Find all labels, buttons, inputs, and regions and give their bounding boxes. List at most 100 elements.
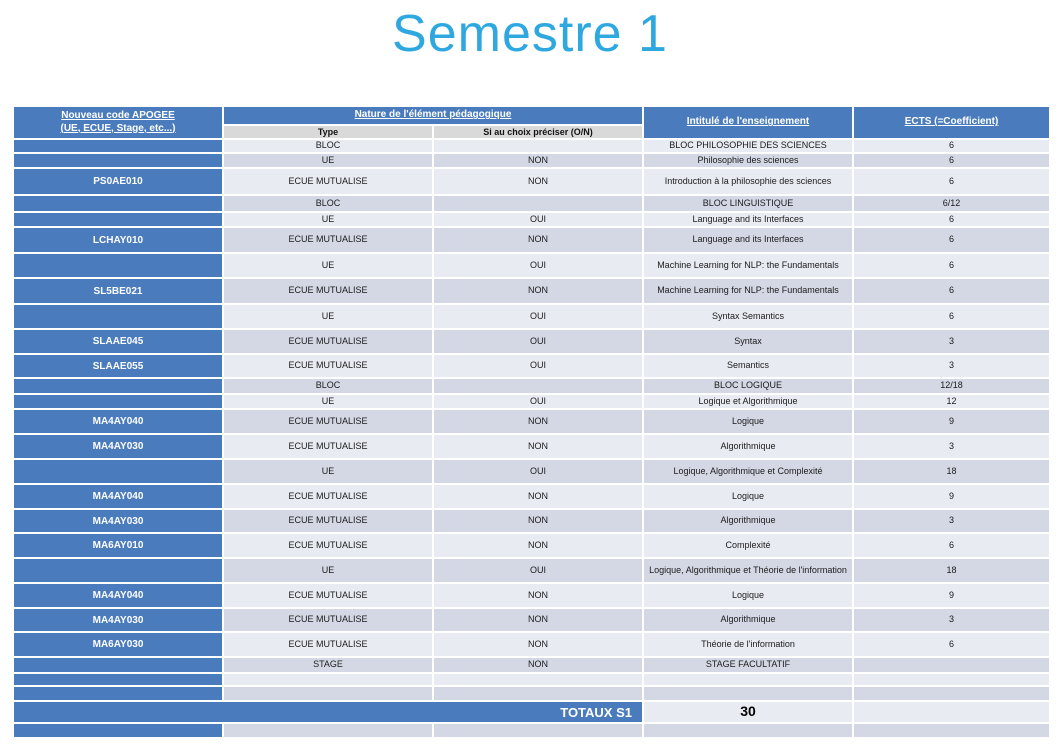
ects-cell: 6 [854,169,1049,194]
code-cell: LCHAY010 [14,228,222,252]
code-cell: MA4AY040 [14,410,222,433]
choice-cell [434,674,642,685]
table-row: UE OUI Machine Learning for NLP: the Funda… [14,254,1049,277]
code-cell [14,140,222,152]
ects-cell: 6 [854,633,1049,656]
choice-cell [434,724,642,737]
course-cell [644,724,852,737]
table-row: UE OUI Logique et Algorithmique 12 [14,395,1049,408]
choice-cell: NON [434,410,642,433]
course-cell: Philosophie des sciences [644,154,852,167]
table-row: SLAAE055 ECUE MUTUALISE OUI Semantics 3 [14,355,1049,377]
ects-cell: 12 [854,395,1049,408]
code-cell: PS0AE010 [14,169,222,194]
ects-cell [854,724,1049,737]
course-cell [644,674,852,685]
totals-row: TOTAUX S1 30 [14,702,1049,722]
type-cell: ECUE MUTUALISE [224,169,432,194]
course-cell: Théorie de l'information [644,633,852,656]
ects-cell: 6 [854,154,1049,167]
course-cell: Logique [644,410,852,433]
header-type: Type [224,126,432,138]
choice-cell [434,687,642,700]
course-cell: Machine Learning for NLP: the Fundamenta… [644,254,852,277]
course-cell: Semantics [644,355,852,377]
choice-cell: OUI [434,559,642,582]
choice-cell: OUI [434,305,642,328]
type-cell: ECUE MUTUALISE [224,435,432,458]
table-row: UE OUI Syntax Semantics 6 [14,305,1049,328]
type-cell: ECUE MUTUALISE [224,534,432,557]
totals-label-cell: TOTAUX S1 [14,702,642,722]
ects-cell: 6 [854,305,1049,328]
code-cell [14,724,222,737]
header-ects-label: ECTS (=Coefficient) [904,116,999,128]
choice-cell: OUI [434,254,642,277]
table-row: LCHAY010 ECUE MUTUALISE NON Language and it… [14,228,1049,252]
ects-cell: 9 [854,410,1049,433]
table-row: MA6AY030 ECUE MUTUALISE NON Théorie de l'in… [14,633,1049,656]
code-cell: MA4AY040 [14,584,222,607]
code-cell [14,658,222,672]
table-row: SLAAE045 ECUE MUTUALISE OUI Syntax 3 [14,330,1049,353]
type-cell: UE [224,213,432,226]
type-cell: UE [224,559,432,582]
ects-cell: 18 [854,559,1049,582]
semester-table: Nouveau code APOGEE (UE, ECUE, Stage, et… [14,107,1049,739]
code-cell [14,196,222,211]
type-cell [224,687,432,700]
choice-cell: NON [434,228,642,252]
code-cell [14,395,222,408]
ects-cell [854,658,1049,672]
ects-cell: 3 [854,609,1049,631]
ects-cell: 6 [854,213,1049,226]
course-cell: Complexité [644,534,852,557]
table-row: STAGE NON STAGE FACULTATIF [14,658,1049,672]
ects-cell [854,702,1049,722]
code-cell [14,674,222,685]
table-row: UE OUI Logique, Algorithmique et Théorie d… [14,559,1049,582]
choice-cell: OUI [434,330,642,353]
header-course-title-label: Intitulé de l'enseignement [686,116,810,128]
ects-cell [854,674,1049,685]
totals-value-cell: 30 [644,702,852,722]
code-cell: MA6AY010 [14,534,222,557]
type-cell: ECUE MUTUALISE [224,228,432,252]
table-row: SL5BE021 ECUE MUTUALISE NON Machine Learnin… [14,279,1049,303]
type-cell: UE [224,395,432,408]
table-row: BLOC BLOC PHILOSOPHIE DES SCIENCES 6 [14,140,1049,152]
choice-cell: NON [434,584,642,607]
table-row: MA4AY040 ECUE MUTUALISE NON Logique 9 [14,410,1049,433]
code-cell: SL5BE021 [14,279,222,303]
course-cell: Language and its Interfaces [644,213,852,226]
table-row [14,724,1049,737]
choice-cell: OUI [434,355,642,377]
ects-cell: 6 [854,279,1049,303]
course-cell: Logique, Algorithmique et Complexité [644,460,852,483]
code-cell [14,687,222,700]
type-cell: STAGE [224,658,432,672]
table-row: MA4AY040 ECUE MUTUALISE NON Logique 9 [14,584,1049,607]
code-cell [14,559,222,582]
choice-cell [434,196,642,211]
type-cell: ECUE MUTUALISE [224,279,432,303]
course-cell: STAGE FACULTATIF [644,658,852,672]
choice-cell [434,140,642,152]
choice-cell: NON [434,485,642,508]
course-cell: Syntax [644,330,852,353]
header-course-title: Intitulé de l'enseignement [644,107,852,138]
type-cell: BLOC [224,196,432,211]
course-cell: Language and its Interfaces [644,228,852,252]
type-cell: ECUE MUTUALISE [224,485,432,508]
type-cell: ECUE MUTUALISE [224,330,432,353]
ects-cell: 9 [854,584,1049,607]
table-row [14,674,1049,685]
type-cell: ECUE MUTUALISE [224,609,432,631]
type-cell [224,674,432,685]
table-row: UE OUI Language and its Interfaces 6 [14,213,1049,226]
choice-cell: NON [434,534,642,557]
ects-cell: 6/12 [854,196,1049,211]
code-cell: MA4AY030 [14,510,222,532]
course-cell: Logique [644,584,852,607]
ects-cell [854,687,1049,700]
